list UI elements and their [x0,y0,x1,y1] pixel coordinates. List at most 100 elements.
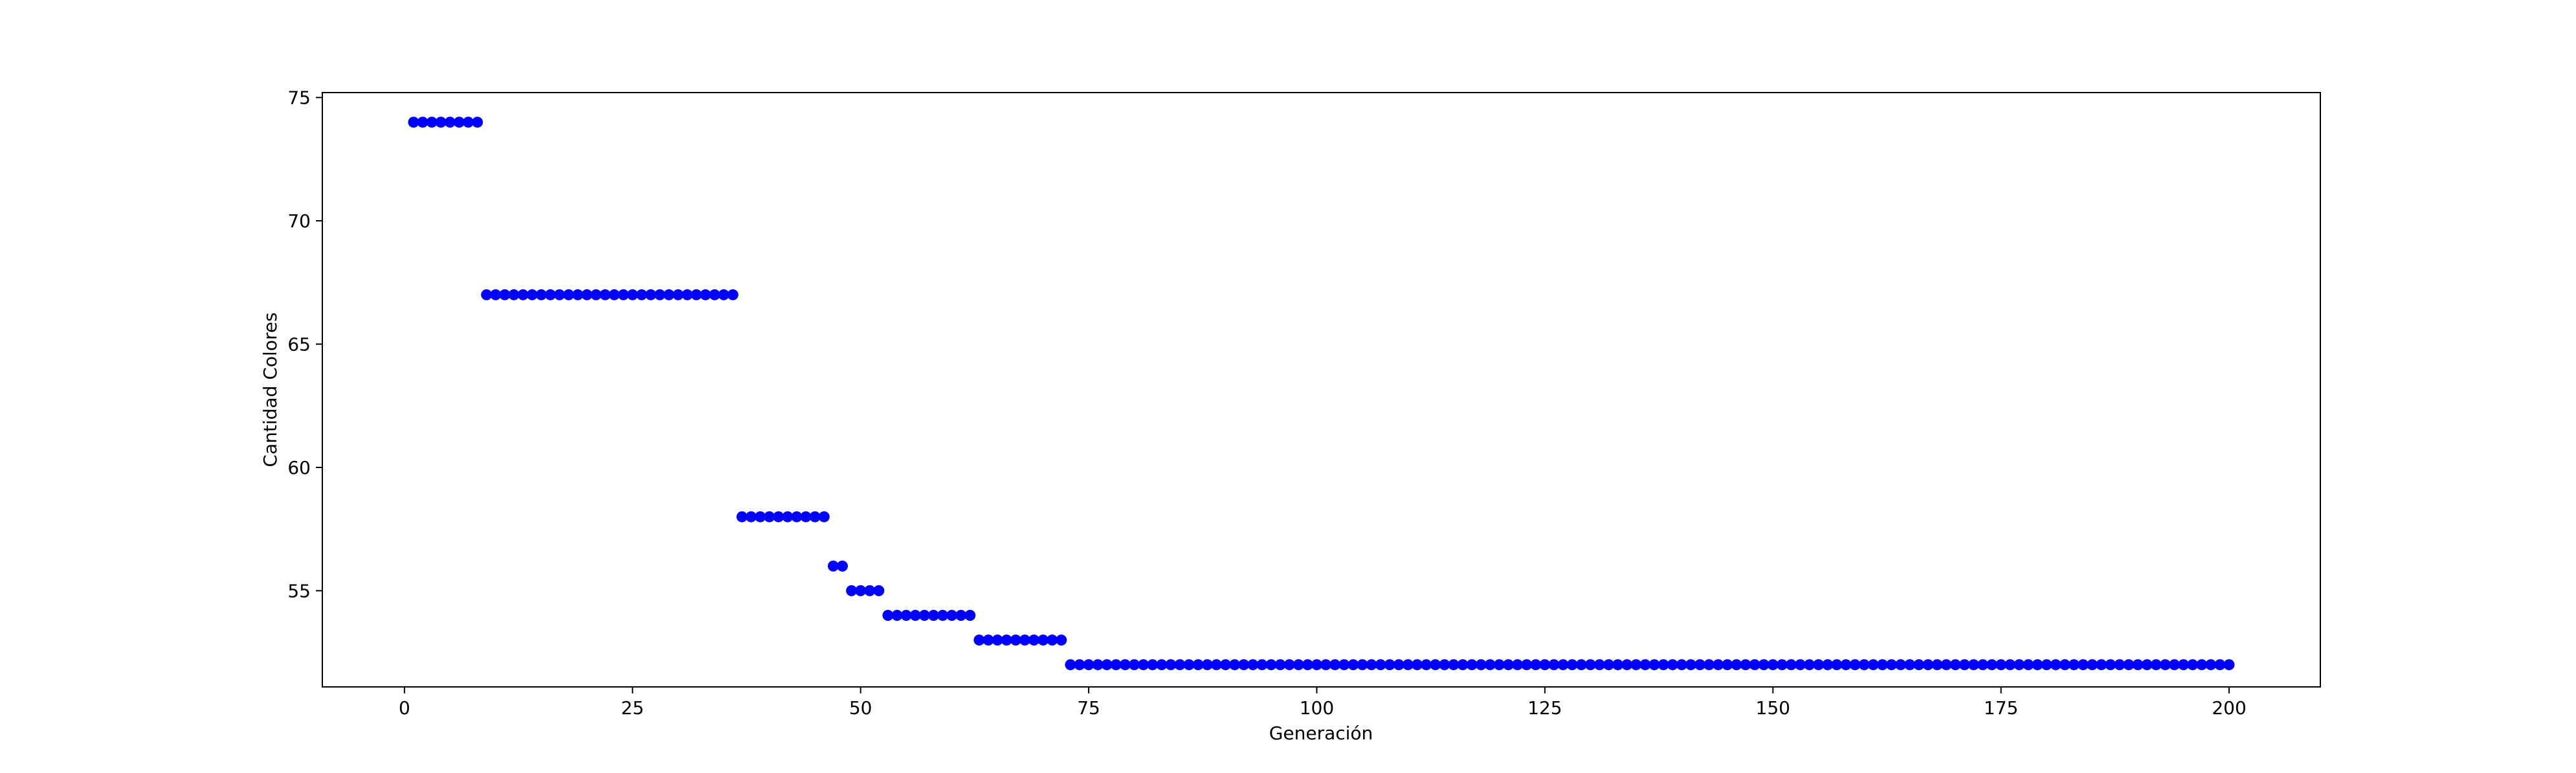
data-point [1147,659,1159,671]
x-tick-label: 25 [621,697,644,719]
data-point [946,610,958,621]
data-point [1940,659,1952,671]
data-point [918,610,930,621]
x-tick-label: 75 [1077,697,1100,719]
y-tick-label: 75 [287,87,311,109]
data-point [1210,659,1222,671]
data-point [426,117,438,128]
data-point [1876,659,1888,671]
data-point [1649,659,1660,671]
data-point [1183,659,1195,671]
data-point [663,289,675,300]
data-point [1101,659,1113,671]
data-point [1722,659,1733,671]
data-point [2096,659,2107,671]
data-point [746,511,757,522]
data-point [983,634,994,646]
data-point [2132,659,2144,671]
data-points [408,117,2235,671]
data-point [444,117,456,128]
y-tick-label: 65 [287,334,311,355]
data-point [1083,659,1094,671]
data-point [864,585,876,596]
data-point [572,289,584,300]
data-point [1521,659,1533,671]
data-point [1904,659,1916,671]
data-point [736,511,748,522]
data-point [755,511,766,522]
data-point [727,289,738,300]
data-point [435,117,447,128]
data-point [2150,659,2162,671]
data-point [1922,659,1934,671]
data-point [1402,659,1414,671]
data-point [1704,659,1715,671]
data-point [1174,659,1186,671]
data-point [2223,659,2235,671]
data-point [891,610,903,621]
data-point [2114,659,2126,671]
data-point [1804,659,1815,671]
data-point [937,610,948,621]
data-point [1767,659,1779,671]
data-point [1001,634,1012,646]
data-point [855,585,867,596]
x-axis-label: Generación [1269,723,1373,744]
data-point [1776,659,1788,671]
data-point [1484,659,1496,671]
x-tick-label: 150 [1756,697,1790,719]
data-point [1119,659,1131,671]
data-point [672,289,684,300]
data-point [900,610,912,621]
data-point [508,289,520,300]
data-point [1630,659,1642,671]
data-point [1593,659,1605,671]
data-point [2059,659,2071,671]
data-point [1977,659,1988,671]
data-point [873,585,885,596]
data-point [1393,659,1405,671]
data-point [1019,634,1030,646]
data-point [837,560,848,572]
data-point [1530,659,1542,671]
data-point [2068,659,2080,671]
data-point [1831,659,1843,671]
data-point [1348,659,1359,671]
data-point [791,511,803,522]
data-point [1685,659,1696,671]
data-point [1713,659,1724,671]
data-point [1931,659,1943,671]
data-point [1512,659,1524,671]
x-tick-label: 50 [849,697,872,719]
data-point [1840,659,1852,671]
data-point [718,289,729,300]
data-point [1621,659,1633,671]
data-point [599,289,611,300]
x-tick-label: 175 [1984,697,2018,719]
data-point [1548,659,1560,671]
data-point [1430,659,1441,671]
data-point [2032,659,2043,671]
x-tick-label: 0 [399,697,410,719]
y-tick-label: 70 [287,210,311,232]
data-point [517,289,529,300]
x-tick-label: 100 [1300,697,1334,719]
x-axis-ticks: 0 25 50 75 100 125 150 175 200 [399,687,2247,719]
data-point [1493,659,1505,671]
data-point [1867,659,1879,671]
data-point [1274,659,1286,671]
data-point [1384,659,1395,671]
y-tick-label: 60 [287,457,311,478]
data-point [909,610,921,621]
data-point [608,289,620,300]
data-point [2169,659,2180,671]
data-point [2050,659,2061,671]
data-point [1065,659,1076,671]
data-point [453,117,465,128]
data-point [554,289,565,300]
data-point [1986,659,1997,671]
data-point [1448,659,1460,671]
y-axis-label: Cantidad Colores [260,312,281,467]
data-point [1895,659,1907,671]
data-point [1366,659,1377,671]
